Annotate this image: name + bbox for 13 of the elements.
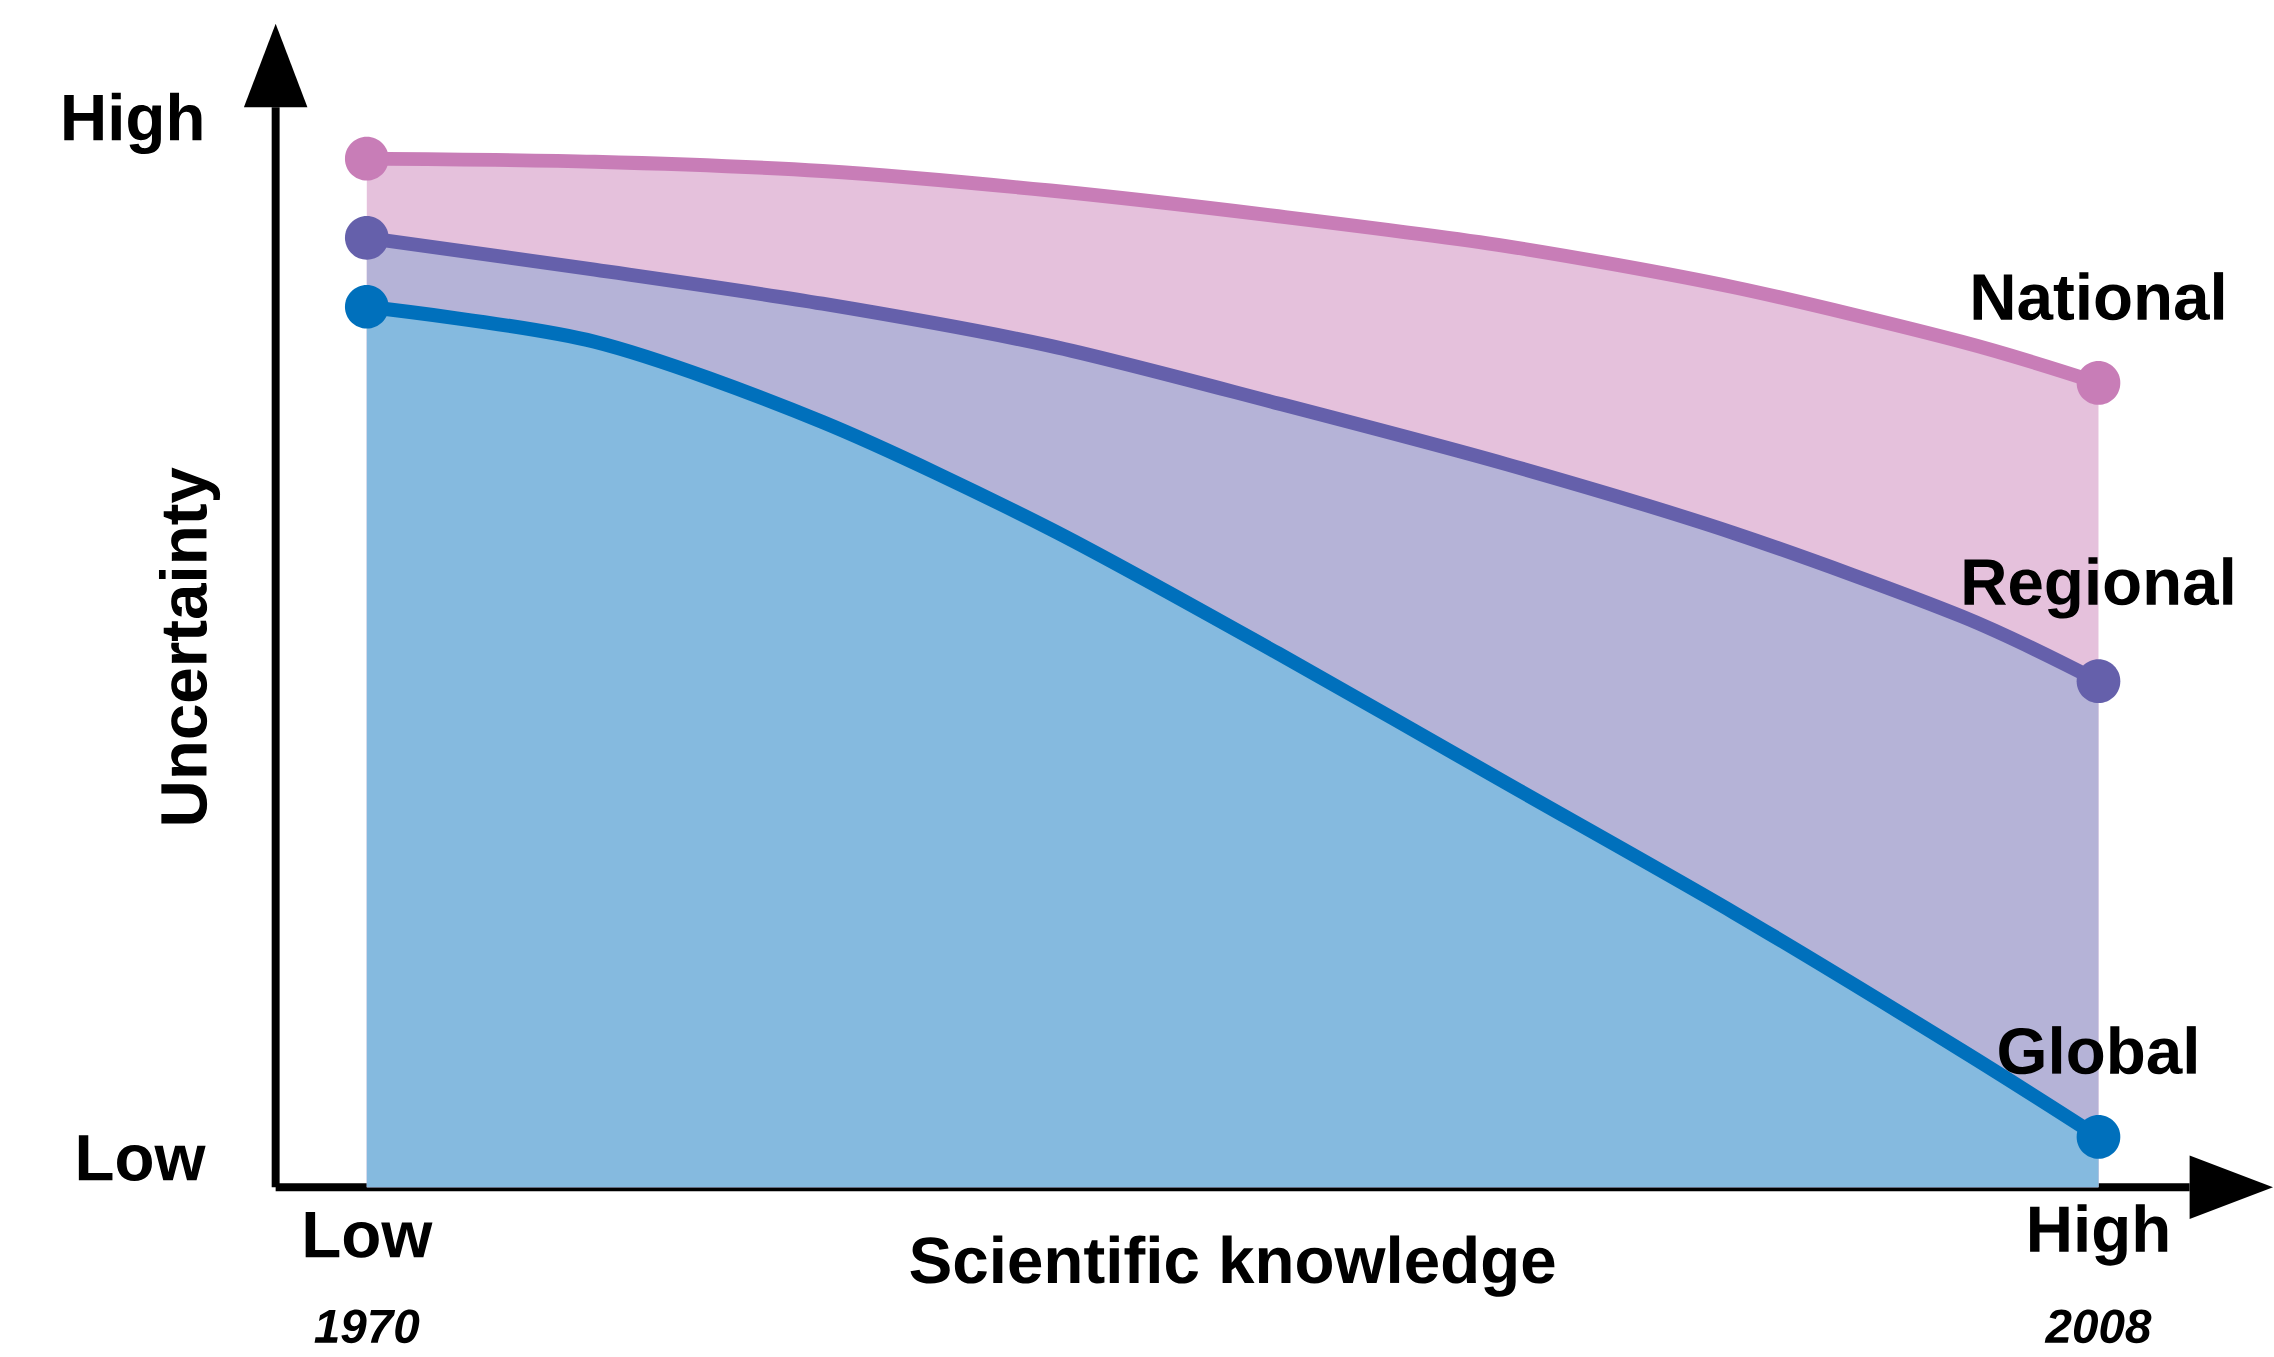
series-label: Global [1999, 1026, 2196, 1075]
point [2076, 1115, 2121, 1159]
text: High [2030, 1204, 2168, 1266]
y-axis-title: Uncertainty [158, 467, 221, 824]
series-label: National [1973, 272, 2224, 321]
text: Low [78, 1135, 206, 1181]
text: High [64, 92, 202, 155]
x-tick-label: 2008 [2044, 1309, 2152, 1344]
point [2076, 659, 2121, 704]
x-axis-title: Scientific knowledge [910, 1235, 1555, 1297]
x-tick-label: 1970 [314, 1309, 420, 1344]
series-label: Regional [1964, 557, 2233, 619]
text: Low [305, 1212, 433, 1258]
